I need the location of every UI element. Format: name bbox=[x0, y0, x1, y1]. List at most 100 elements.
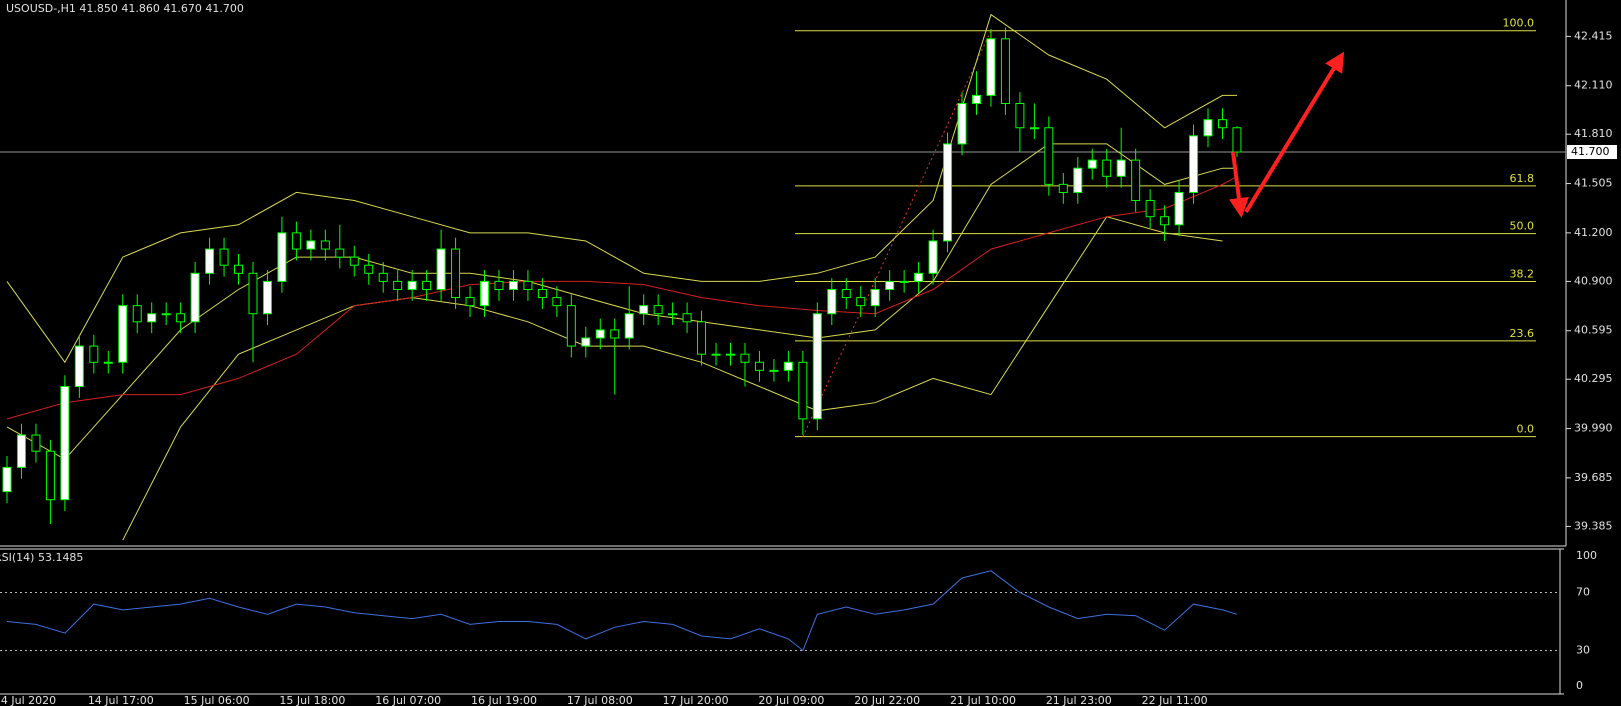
candle-body bbox=[668, 313, 678, 316]
candle-body bbox=[1203, 119, 1213, 137]
candle-body bbox=[1116, 159, 1126, 177]
candle-body bbox=[1102, 159, 1112, 177]
candle-body bbox=[754, 361, 764, 371]
x-tick-label: 15 Jul 18:00 bbox=[279, 694, 345, 706]
x-tick-label: 17 Jul 08:00 bbox=[567, 694, 633, 706]
rsi-title: RSI(14) 53.1485 bbox=[0, 551, 83, 564]
candle-body bbox=[118, 305, 128, 363]
candle-body bbox=[827, 288, 837, 315]
fib-label: 100.0 bbox=[1503, 17, 1535, 30]
candle-body bbox=[870, 288, 880, 307]
candle-body bbox=[451, 248, 461, 299]
candle-body bbox=[581, 337, 591, 347]
candle-body bbox=[508, 280, 518, 290]
x-tick-label: 22 Jul 11:00 bbox=[1142, 694, 1208, 706]
candle-body bbox=[769, 369, 779, 372]
candle-body bbox=[349, 256, 359, 266]
y-tick-label: 41.505 bbox=[1574, 177, 1613, 190]
candle-body bbox=[205, 248, 215, 274]
candle-body bbox=[436, 248, 446, 290]
candle-body bbox=[1145, 200, 1155, 218]
candle-body bbox=[928, 240, 938, 274]
candle-body bbox=[624, 313, 634, 339]
x-tick-label: 20 Jul 09:00 bbox=[758, 694, 824, 706]
candle-body bbox=[1044, 127, 1054, 185]
candle-body bbox=[523, 280, 533, 290]
candle-body bbox=[1131, 159, 1141, 202]
candle-body bbox=[726, 353, 735, 356]
candle-body bbox=[1232, 127, 1242, 153]
candle-body bbox=[914, 272, 924, 282]
candle-body bbox=[190, 272, 200, 323]
y-tick-label: 40.295 bbox=[1574, 372, 1613, 385]
candle-body bbox=[697, 321, 707, 355]
chart-title: USOUSD-,H1 41.850 41.860 41.670 41.700 bbox=[6, 2, 244, 15]
arrow-down bbox=[1229, 151, 1249, 218]
x-tick-label: 15 Jul 06:00 bbox=[184, 694, 250, 706]
candle-body bbox=[45, 450, 55, 501]
candle-body bbox=[639, 305, 649, 315]
fib-label: 23.6 bbox=[1510, 327, 1535, 340]
candle-body bbox=[422, 280, 432, 290]
candle-body bbox=[899, 280, 909, 283]
y-tick-label: 41.810 bbox=[1574, 127, 1613, 140]
candle-body bbox=[957, 103, 967, 145]
candle-body bbox=[465, 297, 475, 307]
candle-body bbox=[1029, 127, 1039, 130]
x-tick-label: 16 Jul 19:00 bbox=[471, 694, 537, 706]
candle-body bbox=[537, 288, 547, 299]
candle-body bbox=[147, 313, 157, 323]
arrow-up bbox=[1244, 51, 1345, 214]
candle-body bbox=[812, 313, 822, 420]
candle-body bbox=[1058, 183, 1068, 193]
candle-body bbox=[841, 288, 851, 299]
x-tick-label: 16 Jul 07:00 bbox=[375, 694, 441, 706]
y-tick-label: 39.385 bbox=[1574, 519, 1613, 532]
candle-body bbox=[1073, 167, 1083, 193]
rsi-line bbox=[6, 570, 1238, 652]
candle-body bbox=[740, 353, 750, 363]
candle-body bbox=[378, 272, 388, 282]
candle-body bbox=[971, 94, 981, 105]
candle-body bbox=[480, 280, 490, 307]
fib-label: 50.0 bbox=[1510, 220, 1535, 233]
rsi-tick-label: 100 bbox=[1576, 549, 1597, 562]
candle-body bbox=[711, 353, 721, 356]
candle-body bbox=[74, 345, 84, 388]
candle-body bbox=[595, 329, 605, 339]
candle-body bbox=[161, 313, 171, 316]
candle-body bbox=[291, 232, 301, 250]
candle-body bbox=[986, 38, 996, 96]
last-price-box bbox=[1567, 145, 1617, 160]
indicator-line bbox=[6, 13, 1237, 364]
candle-body bbox=[320, 240, 330, 250]
annotation-arrows bbox=[1229, 51, 1345, 218]
candle-body bbox=[407, 280, 417, 290]
x-tick-label: 20 Jul 22:00 bbox=[854, 694, 920, 706]
candle-body bbox=[234, 264, 244, 274]
candle-body bbox=[885, 280, 895, 290]
candle-body bbox=[248, 272, 258, 315]
candle-body bbox=[31, 434, 41, 452]
candle-body bbox=[2, 466, 12, 493]
candle-body bbox=[798, 361, 808, 420]
y-tick-label: 39.990 bbox=[1574, 422, 1613, 435]
candle-body bbox=[494, 280, 504, 290]
candle-body bbox=[335, 248, 345, 258]
candle-body bbox=[1174, 191, 1184, 226]
rsi-tick-label: 30 bbox=[1576, 644, 1590, 657]
candle-body bbox=[610, 329, 620, 339]
indicator-line bbox=[122, 216, 1223, 541]
candle-body bbox=[653, 305, 663, 315]
fib-label: 0.0 bbox=[1517, 423, 1535, 436]
x-tick-label: 21 Jul 10:00 bbox=[950, 694, 1016, 706]
rsi-tick-label: 0 bbox=[1576, 679, 1583, 692]
candle-body bbox=[306, 240, 316, 250]
candle-body bbox=[1087, 159, 1097, 169]
candle-body bbox=[1217, 119, 1227, 129]
candle-body bbox=[1015, 103, 1025, 129]
last-price-label: 41.700 bbox=[1571, 145, 1610, 158]
candle-body bbox=[1000, 38, 1010, 105]
